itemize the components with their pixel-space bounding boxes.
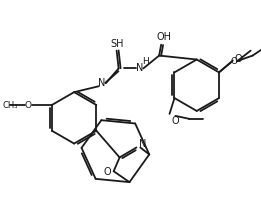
Text: H: H xyxy=(142,57,149,66)
Text: O: O xyxy=(230,57,237,66)
Text: N: N xyxy=(136,64,143,73)
Text: O: O xyxy=(103,167,111,177)
Text: OH: OH xyxy=(157,32,171,42)
Text: O: O xyxy=(235,54,242,64)
Text: N: N xyxy=(139,139,146,149)
Text: O: O xyxy=(171,116,179,126)
Text: CH₃: CH₃ xyxy=(3,101,18,111)
Text: N: N xyxy=(98,78,105,88)
Text: SH: SH xyxy=(110,39,123,49)
Text: O: O xyxy=(25,101,32,111)
